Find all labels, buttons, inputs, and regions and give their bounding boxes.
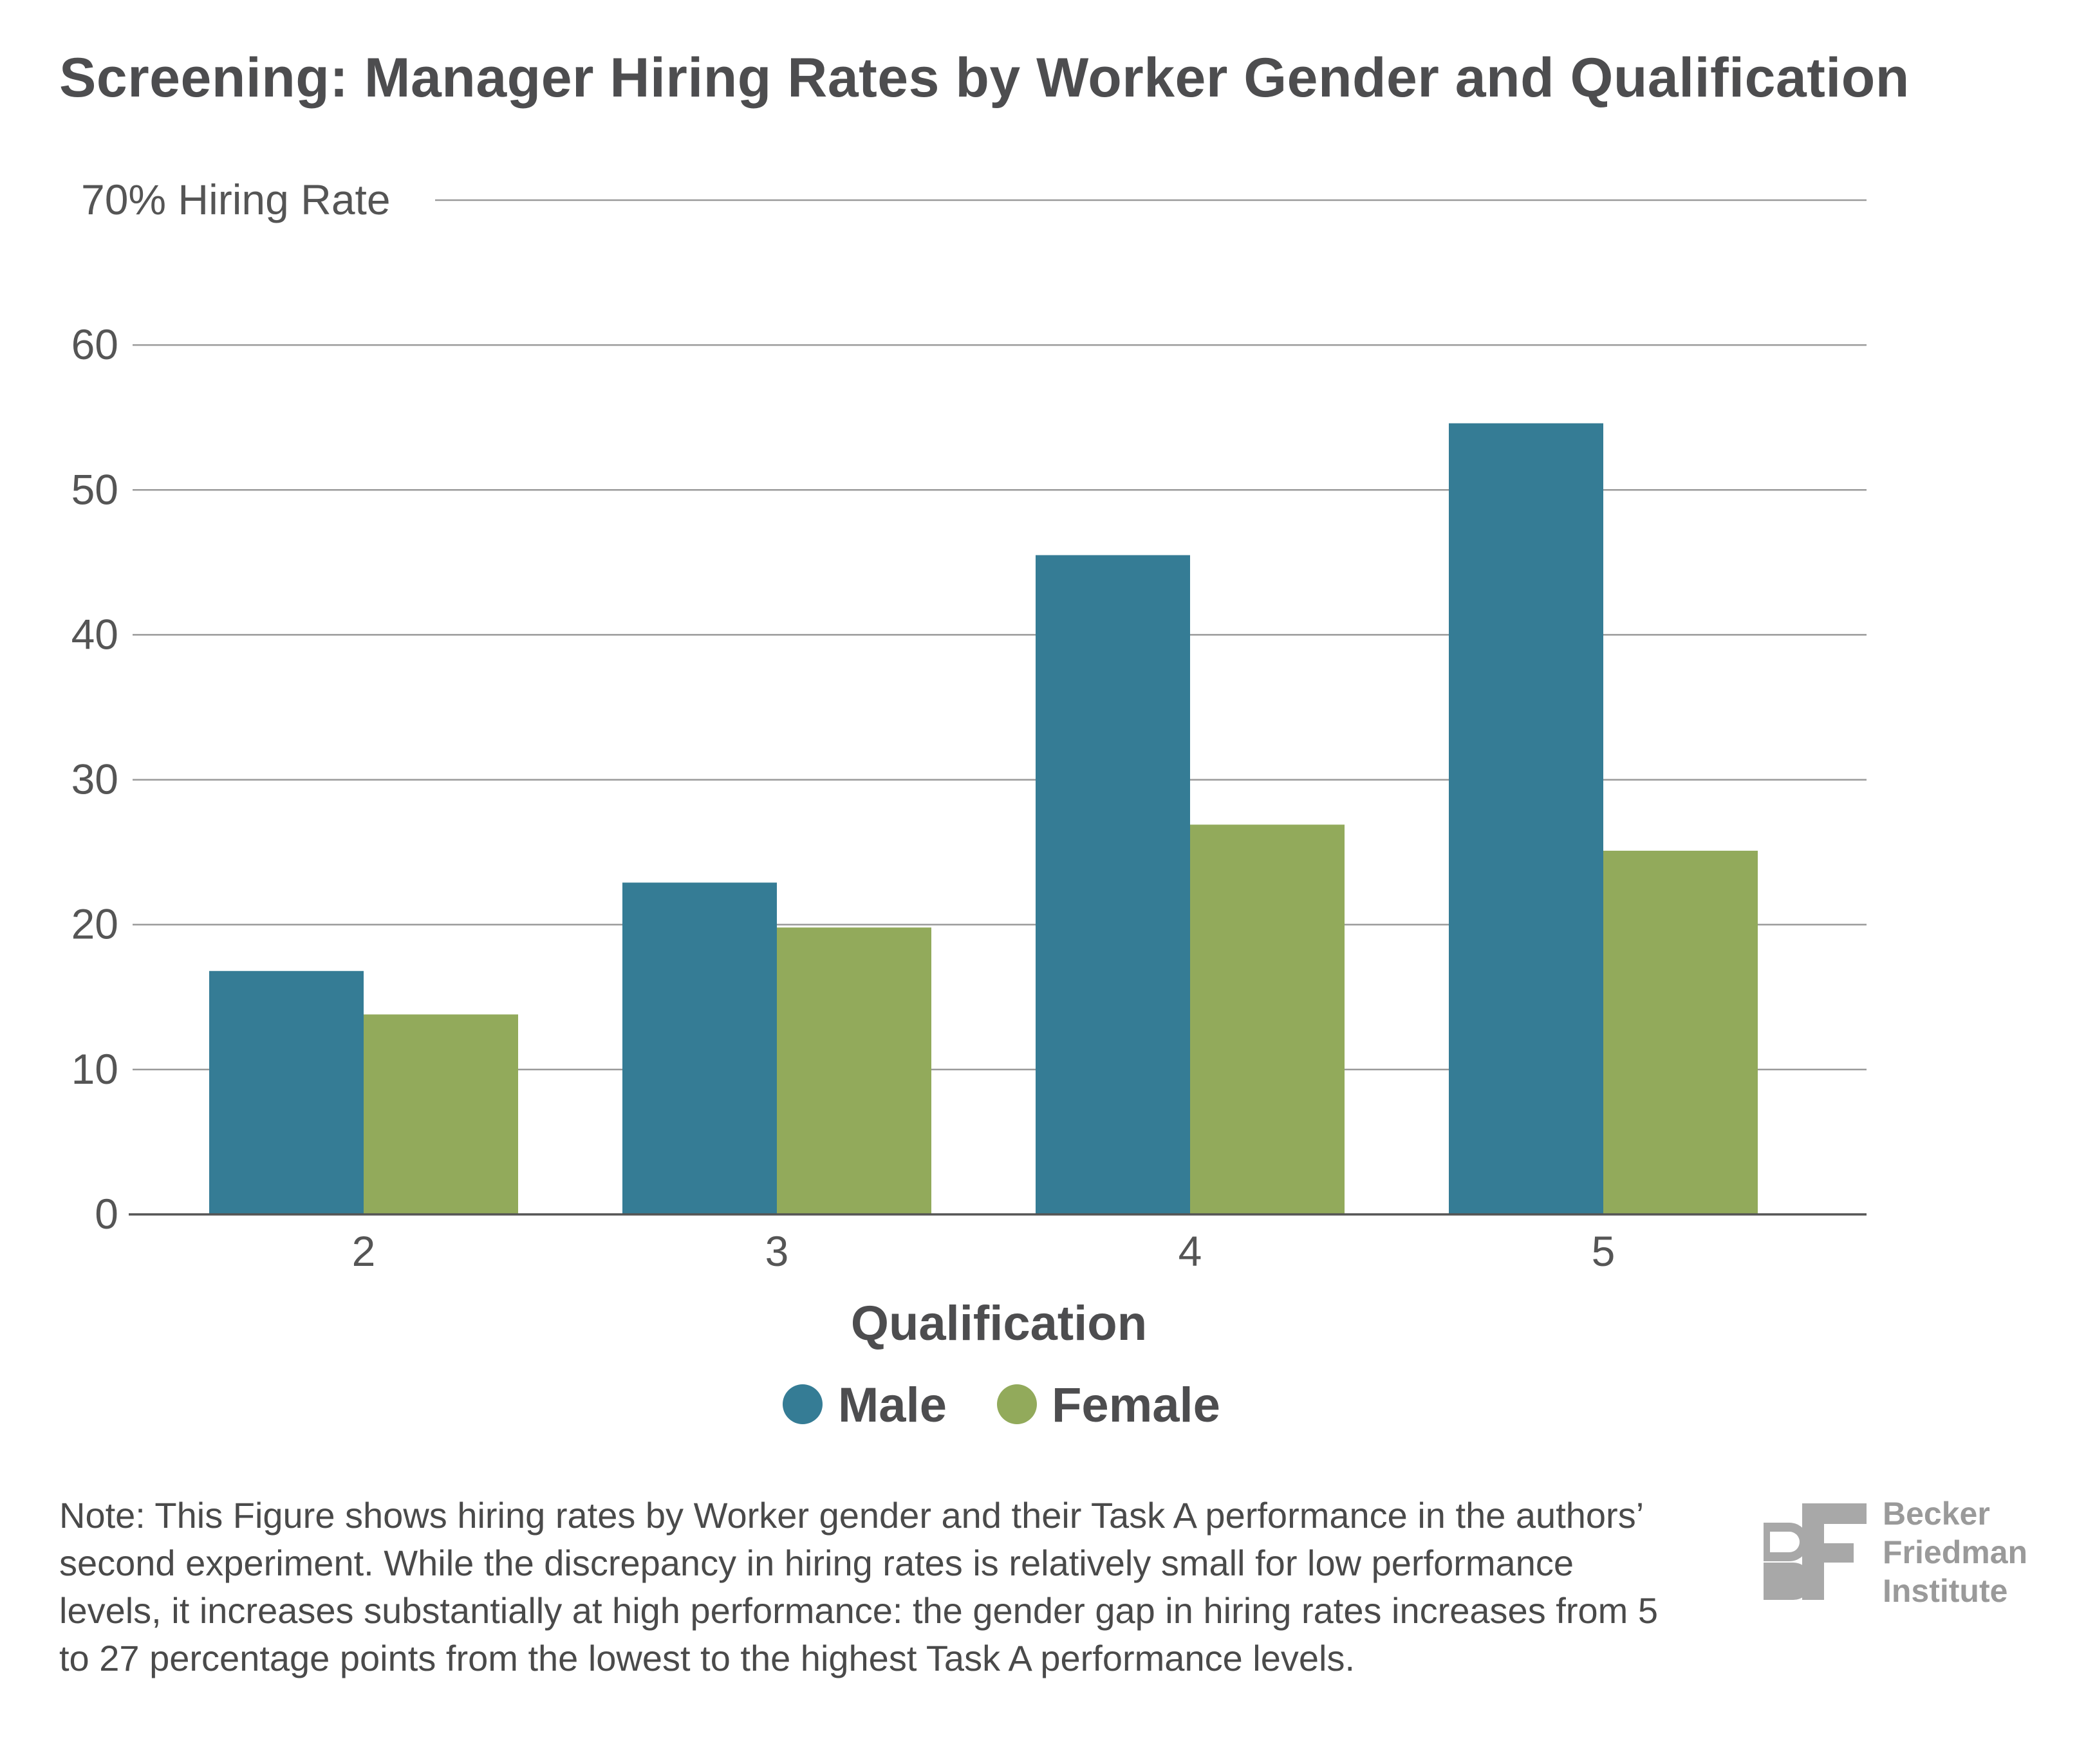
axes: 0 10 20 30 40 50 60 70% Hiring Rate 2 3 4 5 Qualific… xyxy=(71,176,1867,1351)
bar-female-4 xyxy=(1190,824,1345,1214)
legend-swatch-female xyxy=(997,1384,1037,1424)
y-tick-label-30: 30 xyxy=(71,756,118,803)
bar-female-5 xyxy=(1603,850,1758,1214)
x-tick-label-3: 3 xyxy=(765,1227,789,1275)
x-tick-label-2: 2 xyxy=(352,1227,376,1275)
figure-note: Note: This Figure shows hiring rates by … xyxy=(59,1495,1658,1678)
becker-friedman-logo: Becker Friedman Institute xyxy=(1764,1494,2047,1610)
y-tick-label-20: 20 xyxy=(71,900,118,948)
x-tick-label-4: 4 xyxy=(1178,1227,1202,1275)
y-tick-label-40: 40 xyxy=(71,610,118,658)
bar-female-2 xyxy=(364,1014,518,1214)
logo-line-3: Institute xyxy=(1883,1573,2008,1609)
y-tick-label-70: 70% Hiring Rate xyxy=(81,176,391,223)
bar-female-3 xyxy=(777,927,931,1214)
logo-line-2: Friedman xyxy=(1883,1534,2028,1570)
bar-male-2 xyxy=(209,970,364,1214)
y-tick-label-10: 10 xyxy=(71,1045,118,1093)
legend: Male Female xyxy=(783,1378,1220,1433)
y-tick-label-50: 50 xyxy=(71,465,118,513)
y-tick-label-0: 0 xyxy=(95,1190,118,1238)
x-axis-title: Qualification xyxy=(851,1296,1147,1351)
bars xyxy=(209,423,1758,1214)
bar-male-5 xyxy=(1449,423,1603,1214)
legend-label-female: Female xyxy=(1052,1378,1220,1433)
chart-title: Screening: Manager Hiring Rates by Worke… xyxy=(59,47,1910,109)
bar-male-3 xyxy=(622,882,777,1214)
legend-label-male: Male xyxy=(838,1378,947,1433)
legend-swatch-male xyxy=(783,1384,823,1424)
x-tick-label-5: 5 xyxy=(1592,1227,1616,1275)
logo-wordmark: Becker Friedman Institute xyxy=(1883,1494,2027,1610)
bf-logo-mark xyxy=(1764,1503,1867,1600)
y-tick-label-60: 60 xyxy=(71,320,118,368)
logo-line-1: Becker xyxy=(1883,1496,1990,1532)
bar-male-4 xyxy=(1036,555,1190,1214)
